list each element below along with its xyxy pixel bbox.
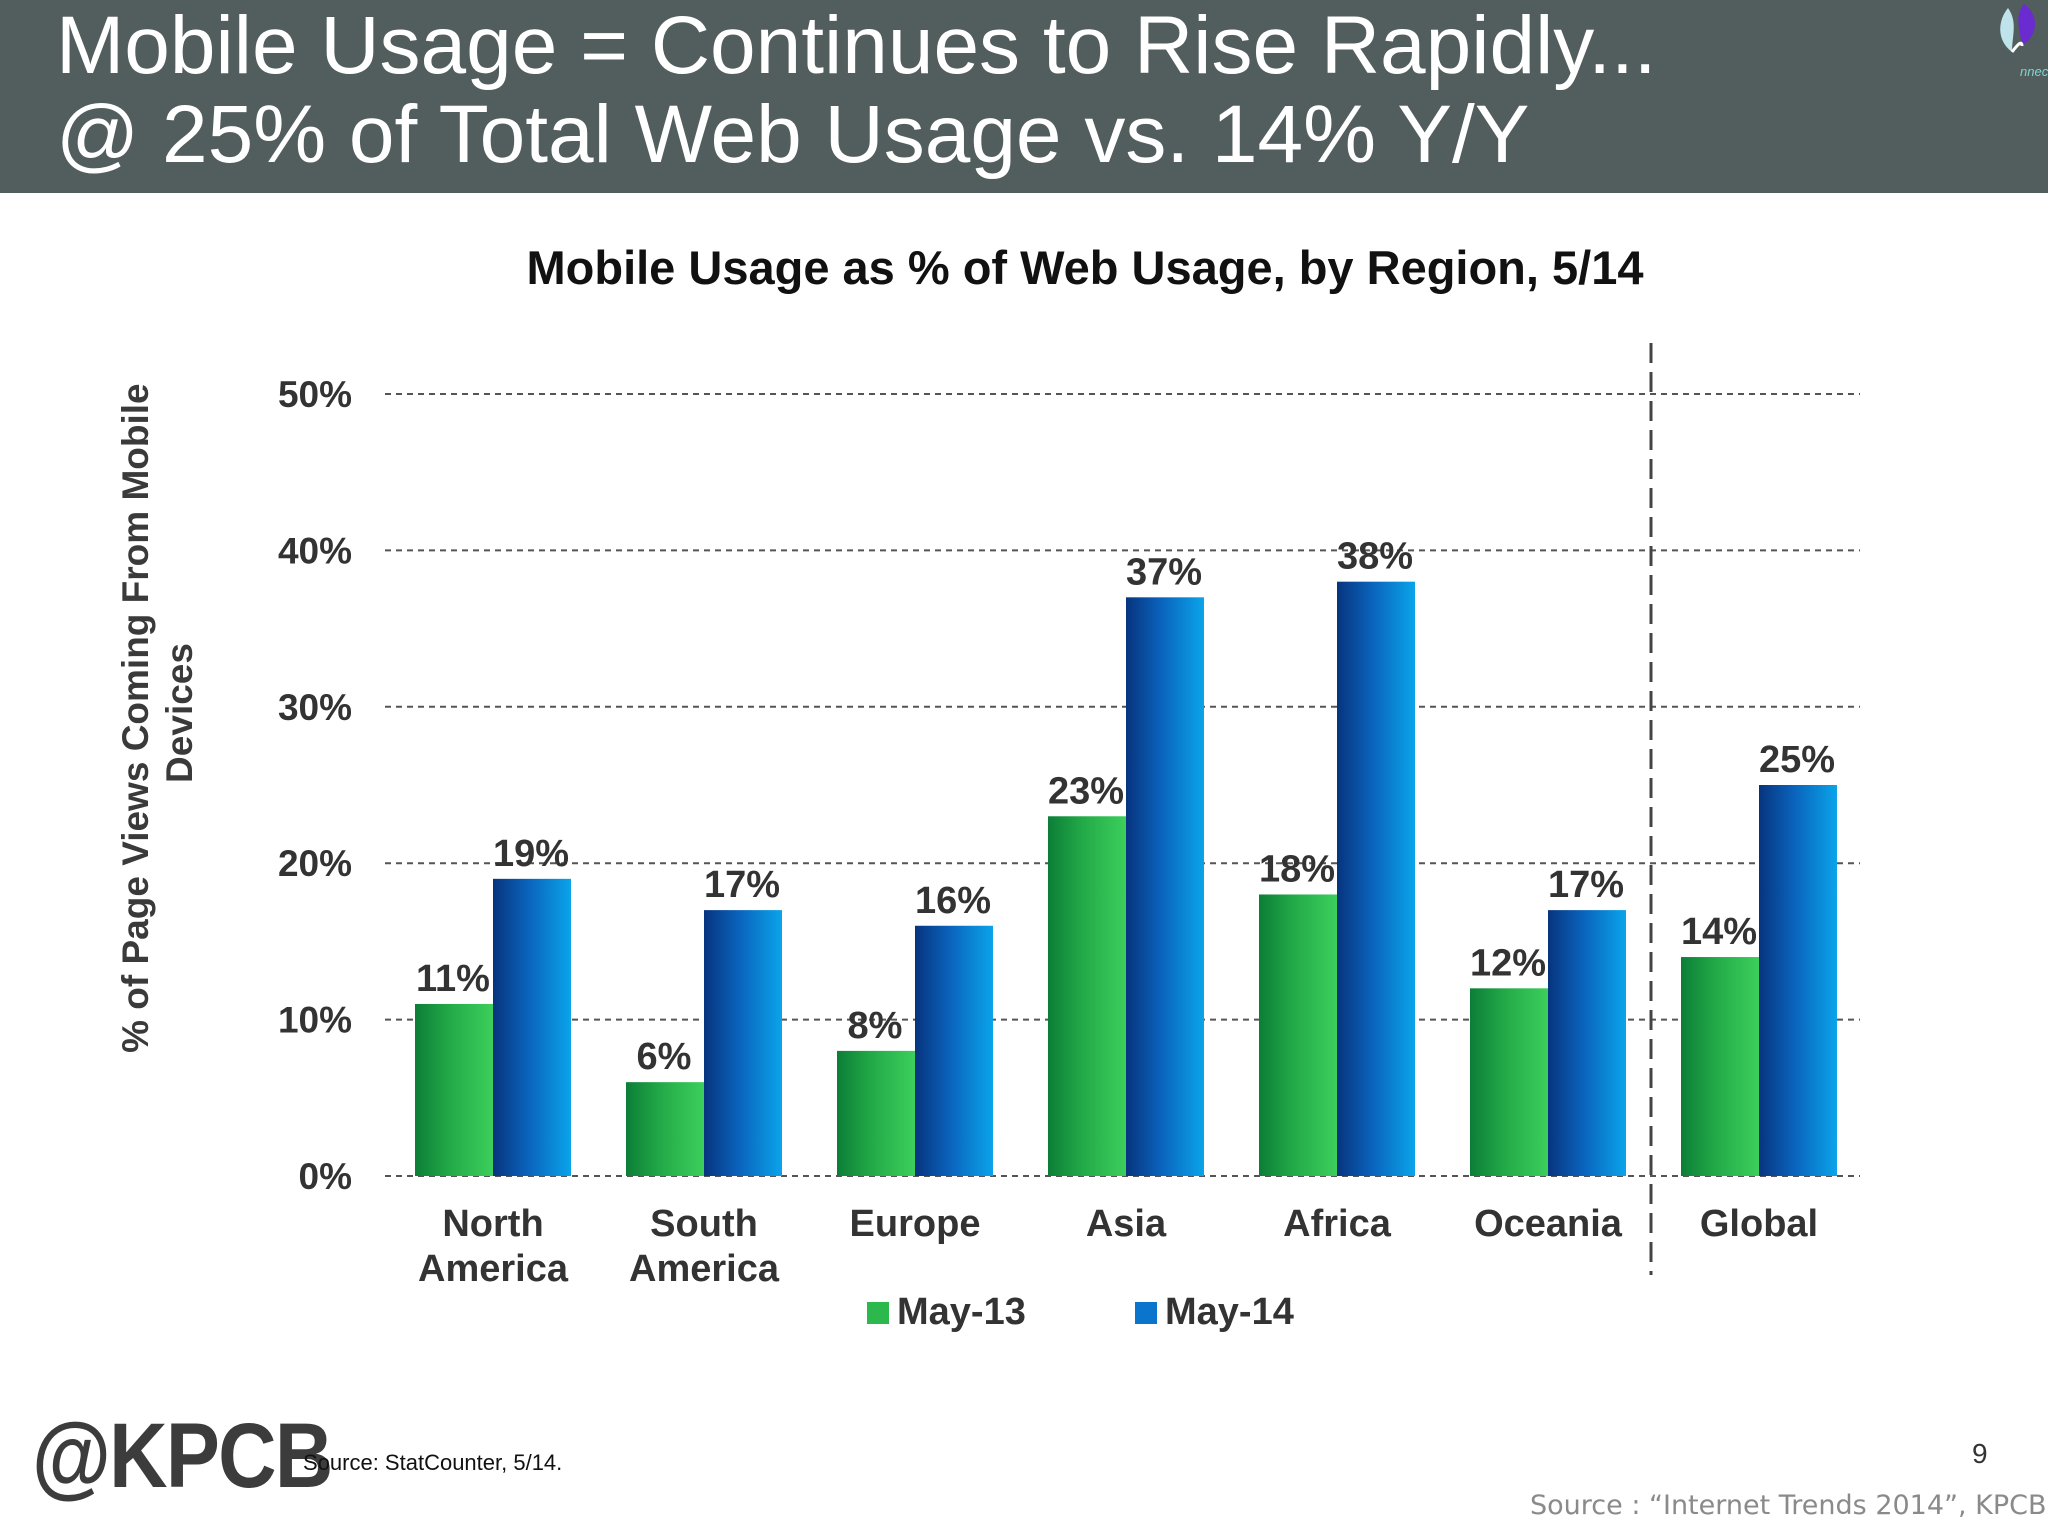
bar-may-14 [1548,910,1626,1176]
bar-may-13 [1048,816,1126,1176]
category-label: Oceania [1474,1203,1623,1245]
data-label: 12% [1470,942,1546,984]
category-label: Global [1700,1203,1818,1245]
data-label: 37% [1126,551,1202,593]
bar-may-14 [915,925,993,1176]
bar-may-13 [1681,957,1759,1176]
legend: May-13 May-14 [867,1291,1294,1333]
y-tick-label: 20% [278,843,352,884]
bar-may-14 [1337,581,1415,1176]
data-label: 19% [493,833,569,875]
y-tick-label: 40% [278,530,352,571]
chart-title: Mobile Usage as % of Web Usage, by Regio… [527,241,1644,294]
bar-may-13 [1470,988,1548,1176]
category-label: Europe [850,1203,981,1245]
y-tick-label: 10% [278,1000,352,1041]
data-label: 8% [848,1005,903,1047]
bar-may-14 [1126,597,1204,1176]
header-title-line-1: Mobile Usage = Continues to Rise Rapidly… [56,0,1657,91]
bar-may-13 [626,1082,704,1176]
y-tick-label: 30% [278,687,352,728]
legend-swatch [1135,1302,1157,1324]
header-title-line-2: @ 25% of Total Web Usage vs. 14% Y/Y [56,89,1530,180]
category-label: North [442,1203,543,1245]
bar-may-13 [415,1003,493,1176]
bar-may-14 [493,878,571,1176]
data-label: 17% [1548,864,1624,906]
legend-label: May-13 [897,1291,1026,1333]
data-label: 14% [1681,911,1757,953]
kpcb-logo: @KPCB [32,1405,333,1507]
data-label: 16% [915,880,991,922]
value-labels: 11% 6% 8% 23% 18% 12% 14% 19% 17% 16% 37% 38% 17% 25% [416,536,1835,1078]
credit-line: Source : “Internet Trends 2014”, KPCB [1530,1490,2047,1521]
y-axis-label-line-2: Devices [159,643,200,783]
slide-header: Mobile Usage = Continues to Rise Rapidly… [0,0,2048,193]
bar-chart: Mobile Usage as % of Web Usage, by Regio… [115,241,1860,1333]
legend-swatch [867,1302,889,1324]
logo-text: nnector [2020,64,2048,79]
data-label: 11% [416,958,490,1000]
category-label: Africa [1283,1203,1392,1245]
y-axis-ticks: 0% 10% 20% 30% 40% 50% [278,374,352,1197]
source-note: Source: StatCounter, 5/14. [303,1450,563,1475]
bar-may-14 [704,910,782,1176]
category-label: America [418,1248,569,1290]
leaf-logo-icon: nnector [2000,4,2048,79]
category-label: South [650,1203,758,1245]
data-label: 6% [637,1036,692,1078]
legend-label: May-14 [1165,1291,1294,1333]
data-label: 25% [1759,739,1835,781]
data-label: 23% [1048,770,1124,812]
data-label: 18% [1259,848,1335,890]
y-axis-label-line-1: % of Page Views Coming From Mobile [115,383,156,1053]
page-number: 9 [1972,1438,1988,1469]
bars [415,581,1837,1176]
y-tick-label: 50% [278,374,352,415]
data-label: 38% [1337,536,1413,578]
category-label: America [629,1248,780,1290]
y-tick-label: 0% [299,1156,352,1197]
bar-may-14 [1759,785,1837,1176]
category-label: Asia [1086,1203,1167,1245]
y-axis-label: % of Page Views Coming From Mobile Devic… [115,373,200,1053]
bar-may-13 [1259,894,1337,1176]
data-label: 17% [704,864,780,906]
bar-may-13 [837,1050,915,1176]
